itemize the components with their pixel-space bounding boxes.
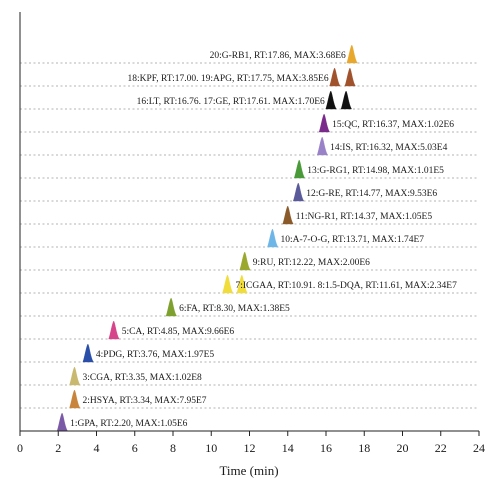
x-tick-label-20: 20	[397, 441, 409, 455]
peak-17-1	[346, 44, 358, 64]
x-tick-label-0: 0	[17, 441, 23, 455]
peak-label-16: 18:KPF, RT:17.00. 19:APG, RT:17.75, MAX:…	[127, 74, 328, 84]
peak-13-1	[316, 136, 329, 156]
peak-label-8: 9:RU, RT:12.22, MAX:2.00E6	[253, 258, 370, 268]
x-tick-label-22: 22	[435, 441, 447, 455]
peak-9-1	[267, 228, 279, 248]
x-axis-ticks: 0 2 4 6 8 10 12 14 16 18 20 22 24	[17, 431, 485, 455]
peak-4-1	[82, 343, 94, 363]
peak-label-6: 6:FA, RT:8.30, MAX:1.38E5	[179, 304, 290, 314]
peak-6-1	[165, 297, 177, 317]
x-tick-label-4: 4	[94, 441, 100, 455]
x-tick-label-18: 18	[358, 441, 370, 455]
x-tick-label-10: 10	[205, 441, 217, 455]
peak-15-2	[340, 90, 352, 110]
peak-label-7: 7:ICGAA, RT:10.91. 8:1.5-DQA, RT:11.61, …	[236, 281, 458, 291]
peak-label-2: 2:HSYA, RT:3.34, MAX:7.95E7	[83, 396, 207, 406]
peak-2-1	[69, 389, 81, 409]
row-baselines	[20, 62, 479, 409]
peak-5-1	[108, 320, 120, 340]
peak-16-1	[329, 67, 341, 87]
x-tick-label-12: 12	[244, 441, 256, 455]
peak-labels: 1:GPA, RT:2.20, MAX:1.05E6 2:HSYA, RT:3.3…	[70, 51, 457, 429]
peak-8-1	[239, 251, 251, 271]
peak-label-13: 14:IS, RT:16.32, MAX:5.03E4	[330, 143, 447, 153]
peak-label-9: 10:A-7-O-G, RT:13.71, MAX:1.74E7	[280, 235, 424, 245]
x-tick-label-2: 2	[55, 441, 61, 455]
peak-label-11: 12:G-RE, RT:14.77, MAX:9.53E6	[306, 189, 437, 199]
peak-label-4: 4:PDG, RT:3.76, MAX:1.97E5	[96, 350, 214, 360]
peak-label-14: 15:QC, RT:16.37, MAX:1.02E6	[332, 120, 454, 130]
peak-label-1: 1:GPA, RT:2.20, MAX:1.05E6	[70, 419, 188, 429]
peak-3-1	[69, 366, 81, 386]
x-axis-title: Time (min)	[219, 463, 278, 478]
peak-label-5: 5:CA, RT:4.85, MAX:9.66E6	[122, 327, 235, 337]
x-tick-label-24: 24	[473, 441, 485, 455]
peak-label-17: 20:G-RB1, RT:17.86, MAX:3.68E6	[210, 51, 346, 61]
chromatogram-peaks	[56, 44, 358, 432]
peak-label-15: 16:LT, RT:16.76. 17:GE, RT:17.61. MAX:1.…	[137, 97, 325, 107]
peak-15-1	[325, 90, 337, 110]
peak-16-2	[344, 67, 356, 87]
x-tick-label-6: 6	[132, 441, 138, 455]
peak-7-2	[236, 274, 248, 294]
peak-12-1	[293, 159, 306, 179]
peak-label-3: 3:CGA, RT:3.35, MAX:1.02E8	[83, 373, 203, 383]
peak-label-12: 13:G-RG1, RT:14.98, MAX:1.01E5	[307, 166, 444, 176]
x-tick-label-16: 16	[320, 441, 332, 455]
peak-10-1	[282, 205, 294, 225]
peak-label-10: 11:NG-R1, RT:14.37, MAX:1.05E5	[296, 212, 433, 222]
peak-1-1	[56, 412, 68, 432]
peak-14-1	[318, 113, 330, 133]
peak-11-1	[292, 182, 305, 202]
x-tick-label-14: 14	[282, 441, 294, 455]
peak-7-1	[222, 274, 234, 294]
x-tick-label-8: 8	[170, 441, 176, 455]
